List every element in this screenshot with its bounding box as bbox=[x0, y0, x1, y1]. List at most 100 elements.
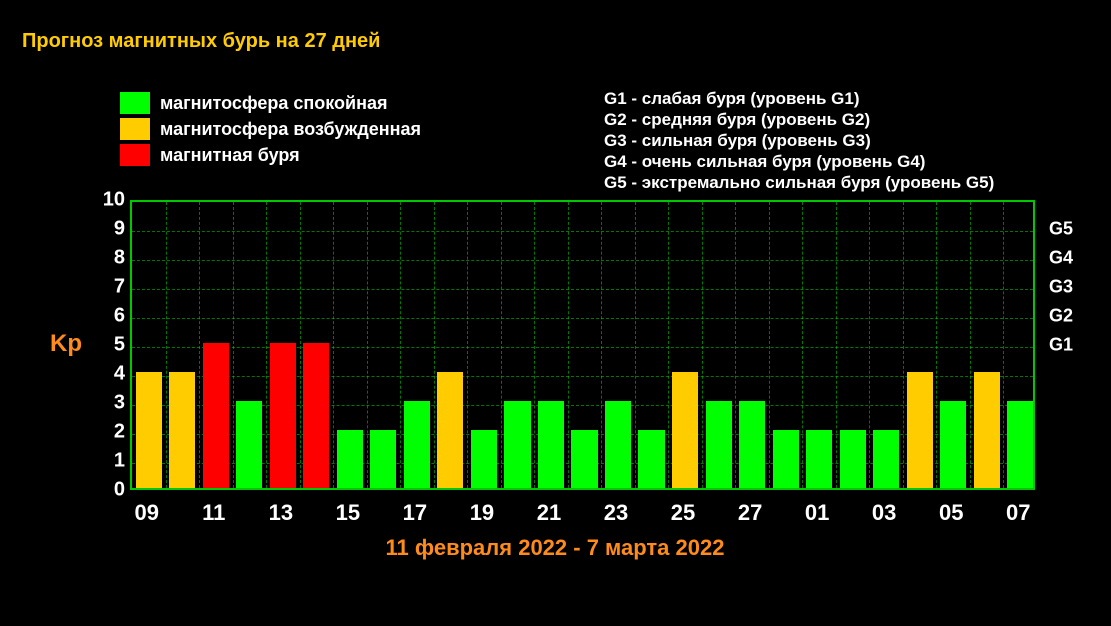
bar bbox=[571, 430, 597, 488]
gridline-h bbox=[132, 260, 1033, 261]
bar bbox=[672, 372, 698, 488]
x-tick-label: 15 bbox=[336, 500, 360, 526]
legend-item: магнитная буря bbox=[120, 144, 421, 166]
bar bbox=[638, 430, 664, 488]
y-tick-label: 1 bbox=[95, 450, 125, 473]
bar bbox=[270, 343, 296, 488]
right-tick-label: G4 bbox=[1049, 248, 1073, 269]
x-tick-label: 07 bbox=[1006, 500, 1030, 526]
bar bbox=[169, 372, 195, 488]
legend-item: магнитосфера возбужденная bbox=[120, 118, 421, 140]
gridline-v bbox=[166, 202, 167, 488]
y-tick-label: 2 bbox=[95, 421, 125, 444]
gridline-v bbox=[668, 202, 669, 488]
g-scale-line: G5 - экстремально сильная буря (уровень … bbox=[604, 172, 994, 193]
right-tick-label: G5 bbox=[1049, 219, 1073, 240]
legend-label: магнитосфера возбужденная bbox=[160, 119, 421, 140]
gridline-v bbox=[836, 202, 837, 488]
gridline-h bbox=[132, 231, 1033, 232]
bar bbox=[974, 372, 1000, 488]
gridline-h bbox=[132, 376, 1033, 377]
bar bbox=[940, 401, 966, 488]
gridline-h bbox=[132, 289, 1033, 290]
gridline-v bbox=[501, 202, 502, 488]
gridline-v bbox=[568, 202, 569, 488]
g-scale-line: G3 - сильная буря (уровень G3) bbox=[604, 130, 994, 151]
g-scale-line: G4 - очень сильная буря (уровень G4) bbox=[604, 151, 994, 172]
bar bbox=[1007, 401, 1033, 488]
y-tick-label: 0 bbox=[95, 479, 125, 502]
gridline-v bbox=[300, 202, 301, 488]
bar bbox=[739, 401, 765, 488]
legend-label: магнитная буря bbox=[160, 145, 300, 166]
x-tick-label: 11 bbox=[202, 500, 225, 526]
y-tick-label: 4 bbox=[95, 363, 125, 386]
x-tick-label: 21 bbox=[537, 500, 561, 526]
gridline-v bbox=[702, 202, 703, 488]
bar bbox=[806, 430, 832, 488]
y-tick-label: 8 bbox=[95, 247, 125, 270]
g-scale-line: G1 - слабая буря (уровень G1) bbox=[604, 88, 994, 109]
x-tick-label: 13 bbox=[269, 500, 293, 526]
kp-chart: Kp 012345678910 G1G2G3G4G5 0911131517192… bbox=[50, 200, 1060, 550]
x-tick-label: 25 bbox=[671, 500, 695, 526]
bar bbox=[504, 401, 530, 488]
y-tick-label: 9 bbox=[95, 218, 125, 241]
gridline-h bbox=[132, 318, 1033, 319]
g-scale-line: G2 - средняя буря (уровень G2) bbox=[604, 109, 994, 130]
bar bbox=[337, 430, 363, 488]
x-tick-label: 27 bbox=[738, 500, 762, 526]
gridline-v bbox=[601, 202, 602, 488]
x-tick-label: 17 bbox=[403, 500, 427, 526]
y-tick-label: 3 bbox=[95, 392, 125, 415]
legend-right: G1 - слабая буря (уровень G1)G2 - средня… bbox=[604, 88, 994, 193]
bar bbox=[236, 401, 262, 488]
bar bbox=[907, 372, 933, 488]
y-tick-label: 5 bbox=[95, 334, 125, 357]
gridline-v bbox=[199, 202, 200, 488]
x-tick-label: 23 bbox=[604, 500, 628, 526]
bar bbox=[773, 430, 799, 488]
y-tick-label: 10 bbox=[95, 189, 125, 212]
gridline-v bbox=[400, 202, 401, 488]
y-axis-label: Kp bbox=[50, 330, 82, 358]
gridline-v bbox=[367, 202, 368, 488]
x-tick-label: 03 bbox=[872, 500, 896, 526]
legend-item: магнитосфера спокойная bbox=[120, 92, 421, 114]
x-tick-label: 19 bbox=[470, 500, 494, 526]
gridline-v bbox=[534, 202, 535, 488]
right-tick-label: G2 bbox=[1049, 306, 1073, 327]
bar bbox=[404, 401, 430, 488]
bar bbox=[538, 401, 564, 488]
y-tick-label: 6 bbox=[95, 305, 125, 328]
right-tick-label: G3 bbox=[1049, 277, 1073, 298]
gridline-v bbox=[903, 202, 904, 488]
bar bbox=[370, 430, 396, 488]
plot-area bbox=[130, 200, 1035, 490]
gridline-v bbox=[333, 202, 334, 488]
gridline-v bbox=[233, 202, 234, 488]
gridline-v bbox=[467, 202, 468, 488]
bar bbox=[203, 343, 229, 488]
y-tick-label: 7 bbox=[95, 276, 125, 299]
x-tick-label: 09 bbox=[135, 500, 159, 526]
gridline-v bbox=[936, 202, 937, 488]
bar bbox=[471, 430, 497, 488]
gridline-v bbox=[970, 202, 971, 488]
gridline-v bbox=[869, 202, 870, 488]
gridline-v bbox=[434, 202, 435, 488]
bar bbox=[605, 401, 631, 488]
legend-label: магнитосфера спокойная bbox=[160, 93, 388, 114]
gridline-v bbox=[1003, 202, 1004, 488]
legend-left: магнитосфера спокойная магнитосфера возбу… bbox=[120, 92, 421, 170]
gridline-v bbox=[266, 202, 267, 488]
gridline-v bbox=[802, 202, 803, 488]
gridline-v bbox=[735, 202, 736, 488]
bar bbox=[873, 430, 899, 488]
legend-swatch bbox=[120, 144, 150, 166]
gridline-h bbox=[132, 347, 1033, 348]
x-tick-label: 01 bbox=[805, 500, 829, 526]
bar bbox=[840, 430, 866, 488]
bar bbox=[303, 343, 329, 488]
page-title: Прогноз магнитных бурь на 27 дней bbox=[22, 30, 380, 53]
